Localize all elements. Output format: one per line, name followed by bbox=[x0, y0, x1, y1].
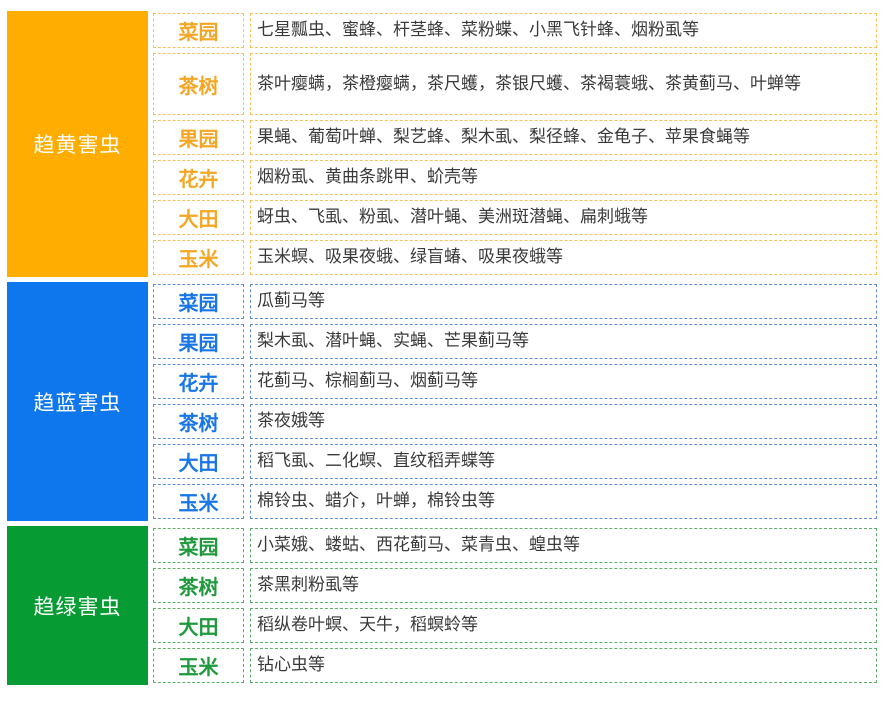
pest-list: 茶叶瘿螨，茶橙瘿螨，茶尺蠖，茶银尺蠖、茶褐蓑蛾、茶黄蓟马、叶蝉等 bbox=[250, 53, 877, 115]
table-row: 大田 蚜虫、飞虱、粉虱、潜叶蝇、美洲斑潜蝇、扁刺蛾等 bbox=[153, 200, 877, 235]
pest-list: 小菜娥、蝼蛄、西花蓟马、菜青虫、蝗虫等 bbox=[250, 528, 877, 563]
crop-label: 大田 bbox=[153, 608, 244, 643]
table-row: 菜园 七星瓢虫、蜜蜂、杆茎蜂、菜粉蝶、小黑飞针蜂、烟粉虱等 bbox=[153, 13, 877, 48]
pest-attraction-table: 趋黄害虫 菜园 七星瓢虫、蜜蜂、杆茎蜂、菜粉蝶、小黑飞针蜂、烟粉虱等 茶树 茶叶瘿螨，茶… bbox=[7, 11, 877, 690]
pest-list: 稻飞虱、二化螟、直纹稻弄蝶等 bbox=[250, 444, 877, 479]
table-row: 茶树 茶叶瘿螨，茶橙瘿螨，茶尺蠖，茶银尺蠖、茶褐蓑蛾、茶黄蓟马、叶蝉等 bbox=[153, 53, 877, 115]
table-row: 菜园 小菜娥、蝼蛄、西花蓟马、菜青虫、蝗虫等 bbox=[153, 528, 877, 563]
table-row: 菜园 瓜蓟马等 bbox=[153, 284, 877, 319]
crop-label: 菜园 bbox=[153, 13, 244, 48]
crop-label: 菜园 bbox=[153, 284, 244, 319]
crop-label: 玉米 bbox=[153, 484, 244, 519]
table-row: 花卉 烟粉虱、黄曲条跳甲、蚧壳等 bbox=[153, 160, 877, 195]
pest-list: 棉铃虫、蜡介，叶蝉，棉铃虫等 bbox=[250, 484, 877, 519]
table-row: 茶树 茶夜娥等 bbox=[153, 404, 877, 439]
table-row: 玉米 棉铃虫、蜡介，叶蝉，棉铃虫等 bbox=[153, 484, 877, 519]
pest-group-green: 趋绿害虫 菜园 小菜娥、蝼蛄、西花蓟马、菜青虫、蝗虫等 茶树 茶黑刺粉虱等 大田 稻纵卷叶螟… bbox=[7, 526, 877, 685]
table-row: 花卉 花蓟马、棕榈蓟马、烟蓟马等 bbox=[153, 364, 877, 399]
crop-label: 花卉 bbox=[153, 364, 244, 399]
pest-list: 果蝇、葡萄叶蝉、梨艺蜂、梨木虱、梨径蜂、金龟子、苹果食蝇等 bbox=[250, 120, 877, 155]
table-row: 玉米 玉米螟、吸果夜蛾、绿盲蝽、吸果夜蛾等 bbox=[153, 240, 877, 275]
crop-label: 大田 bbox=[153, 200, 244, 235]
crop-label: 茶树 bbox=[153, 53, 244, 115]
table-row: 果园 果蝇、葡萄叶蝉、梨艺蜂、梨木虱、梨径蜂、金龟子、苹果食蝇等 bbox=[153, 120, 877, 155]
crop-label: 花卉 bbox=[153, 160, 244, 195]
group-title: 趋黄害虫 bbox=[7, 11, 148, 277]
group-title: 趋绿害虫 bbox=[7, 526, 148, 685]
pest-list: 稻纵卷叶螟、天牛，稻螟蛉等 bbox=[250, 608, 877, 643]
crop-label: 茶树 bbox=[153, 404, 244, 439]
pest-list: 蚜虫、飞虱、粉虱、潜叶蝇、美洲斑潜蝇、扁刺蛾等 bbox=[250, 200, 877, 235]
crop-label: 果园 bbox=[153, 324, 244, 359]
pest-list: 梨木虱、潜叶蝇、实蝇、芒果蓟马等 bbox=[250, 324, 877, 359]
table-row: 茶树 茶黑刺粉虱等 bbox=[153, 568, 877, 603]
crop-label: 果园 bbox=[153, 120, 244, 155]
pest-list: 钻心虫等 bbox=[250, 648, 877, 683]
pest-list: 烟粉虱、黄曲条跳甲、蚧壳等 bbox=[250, 160, 877, 195]
pest-group-blue: 趋蓝害虫 菜园 瓜蓟马等 果园 梨木虱、潜叶蝇、实蝇、芒果蓟马等 花卉 花蓟马、棕榈蓟马、烟… bbox=[7, 282, 877, 521]
crop-label: 玉米 bbox=[153, 240, 244, 275]
table-row: 大田 稻纵卷叶螟、天牛，稻螟蛉等 bbox=[153, 608, 877, 643]
pest-group-yellow: 趋黄害虫 菜园 七星瓢虫、蜜蜂、杆茎蜂、菜粉蝶、小黑飞针蜂、烟粉虱等 茶树 茶叶瘿螨，茶… bbox=[7, 11, 877, 277]
pest-list: 花蓟马、棕榈蓟马、烟蓟马等 bbox=[250, 364, 877, 399]
pest-list: 七星瓢虫、蜜蜂、杆茎蜂、菜粉蝶、小黑飞针蜂、烟粉虱等 bbox=[250, 13, 877, 48]
table-row: 大田 稻飞虱、二化螟、直纹稻弄蝶等 bbox=[153, 444, 877, 479]
group-title: 趋蓝害虫 bbox=[7, 282, 148, 521]
crop-label: 茶树 bbox=[153, 568, 244, 603]
pest-list: 玉米螟、吸果夜蛾、绿盲蝽、吸果夜蛾等 bbox=[250, 240, 877, 275]
pest-list: 茶夜娥等 bbox=[250, 404, 877, 439]
table-row: 玉米 钻心虫等 bbox=[153, 648, 877, 683]
crop-label: 大田 bbox=[153, 444, 244, 479]
pest-list: 茶黑刺粉虱等 bbox=[250, 568, 877, 603]
crop-label: 菜园 bbox=[153, 528, 244, 563]
crop-label: 玉米 bbox=[153, 648, 244, 683]
pest-list: 瓜蓟马等 bbox=[250, 284, 877, 319]
table-row: 果园 梨木虱、潜叶蝇、实蝇、芒果蓟马等 bbox=[153, 324, 877, 359]
